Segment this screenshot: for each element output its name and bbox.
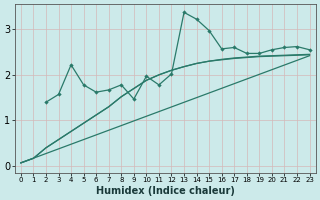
X-axis label: Humidex (Indice chaleur): Humidex (Indice chaleur) [96,186,235,196]
